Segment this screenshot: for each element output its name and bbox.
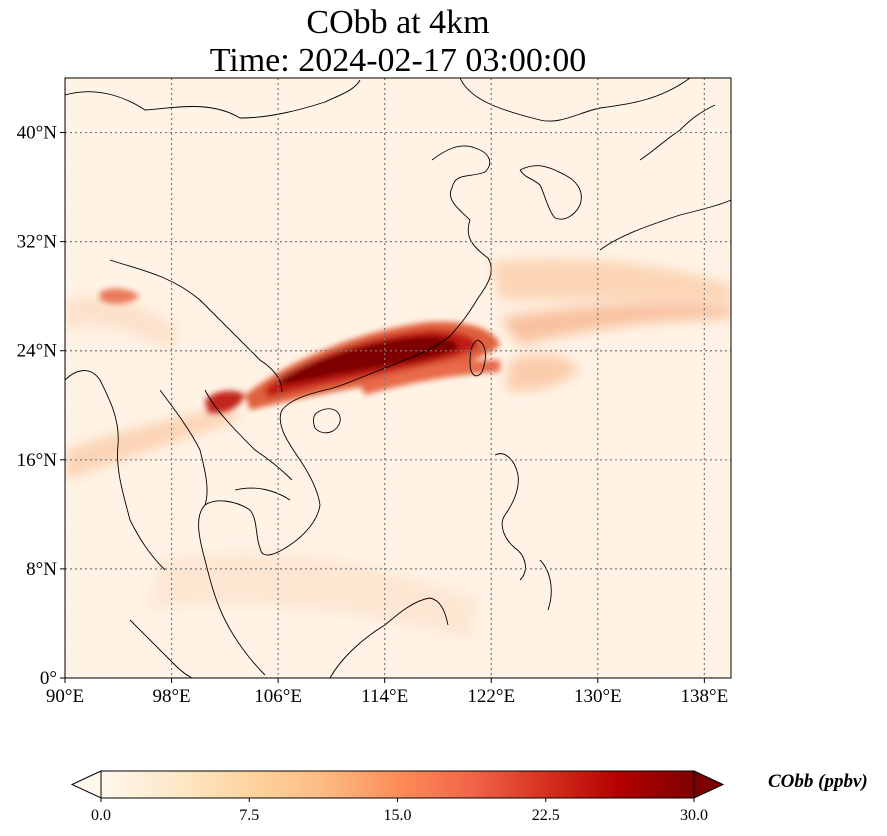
border-thailand bbox=[159, 389, 208, 506]
lat-tick-label: 24°N bbox=[17, 341, 58, 362]
plume-laos-patch bbox=[205, 390, 245, 414]
plume-eastern-band bbox=[490, 258, 731, 302]
colorbar-title: CObb (ppbv) bbox=[768, 771, 868, 792]
plume-core-inner bbox=[280, 336, 459, 386]
map-panel: 90°E 98°E 106°E 114°E 122°E 130°E 138°E 0° 8°N 16… bbox=[17, 77, 732, 707]
border-china-south bbox=[109, 259, 283, 393]
border-laos bbox=[204, 389, 293, 481]
plume-west-upper bbox=[65, 296, 180, 350]
plume-west-patch bbox=[100, 288, 140, 304]
lat-tick-label: 8°N bbox=[26, 559, 57, 580]
colorbar-extend-max bbox=[693, 770, 725, 799]
colorbar-bar bbox=[100, 770, 695, 799]
colorbar-tick-label: 0.0 bbox=[91, 807, 111, 824]
lon-tick-label: 130°E bbox=[574, 686, 622, 707]
coast-bohai bbox=[431, 145, 491, 221]
coast-japan bbox=[599, 104, 731, 251]
plume-eastern-lower bbox=[500, 303, 731, 345]
coast-gulf-thailand bbox=[198, 500, 266, 676]
plume-south-haze bbox=[150, 552, 480, 640]
lon-tick-label: 98°E bbox=[152, 686, 190, 707]
border-north bbox=[65, 79, 361, 119]
plume-ocean-patch bbox=[505, 354, 580, 392]
border-cambodia bbox=[234, 487, 291, 501]
lon-tick-label: 106°E bbox=[254, 686, 302, 707]
colorbar-tick-label: 22.5 bbox=[532, 807, 560, 824]
colorbar-tick-label: 15.0 bbox=[384, 807, 412, 824]
map-frame bbox=[64, 77, 732, 679]
colorbar-tick-label: 7.5 bbox=[239, 807, 259, 824]
lat-tick-label: 40°N bbox=[17, 123, 58, 144]
plume-western-band bbox=[65, 405, 240, 480]
lon-tick-label: 138°E bbox=[681, 686, 729, 707]
lat-tick-label: 0° bbox=[40, 668, 57, 689]
colorbar: 0.0 7.5 15.0 22.5 30.0 CObb (ppbv) bbox=[70, 770, 868, 824]
coast-myanmar bbox=[65, 370, 166, 571]
graticule bbox=[65, 78, 731, 678]
coast-sumatra bbox=[129, 619, 193, 678]
map-title-line2: Time: 2024-02-17 03:00:00 bbox=[209, 42, 587, 79]
concentration-field bbox=[65, 258, 731, 640]
map-title-line1: CObb at 4km bbox=[306, 4, 490, 41]
lon-tick-label: 122°E bbox=[467, 686, 515, 707]
lat-tick-label: 16°N bbox=[17, 450, 58, 471]
lon-tick-label: 114°E bbox=[361, 686, 408, 707]
colorbar-tick-label: 30.0 bbox=[680, 807, 708, 824]
coast-indochina bbox=[249, 389, 326, 556]
coast-hainan bbox=[312, 408, 341, 434]
coast-china-east bbox=[324, 219, 492, 391]
colorbar-ticks: 0.0 7.5 15.0 22.5 30.0 bbox=[91, 798, 708, 824]
coast-korea bbox=[519, 165, 582, 220]
coast-borneo bbox=[329, 597, 449, 678]
lon-tick-label: 90°E bbox=[46, 686, 84, 707]
colorbar-extend-min bbox=[70, 770, 102, 799]
coast-philippines bbox=[494, 453, 552, 611]
coast-taiwan bbox=[469, 339, 486, 377]
plume-southern-arm bbox=[360, 360, 500, 395]
border-northeast bbox=[459, 78, 691, 122]
axis-ticks: 90°E 98°E 106°E 114°E 122°E 130°E 138°E 0° 8°N 16… bbox=[17, 123, 729, 707]
lat-tick-label: 32°N bbox=[17, 232, 58, 253]
coastlines bbox=[65, 78, 731, 678]
